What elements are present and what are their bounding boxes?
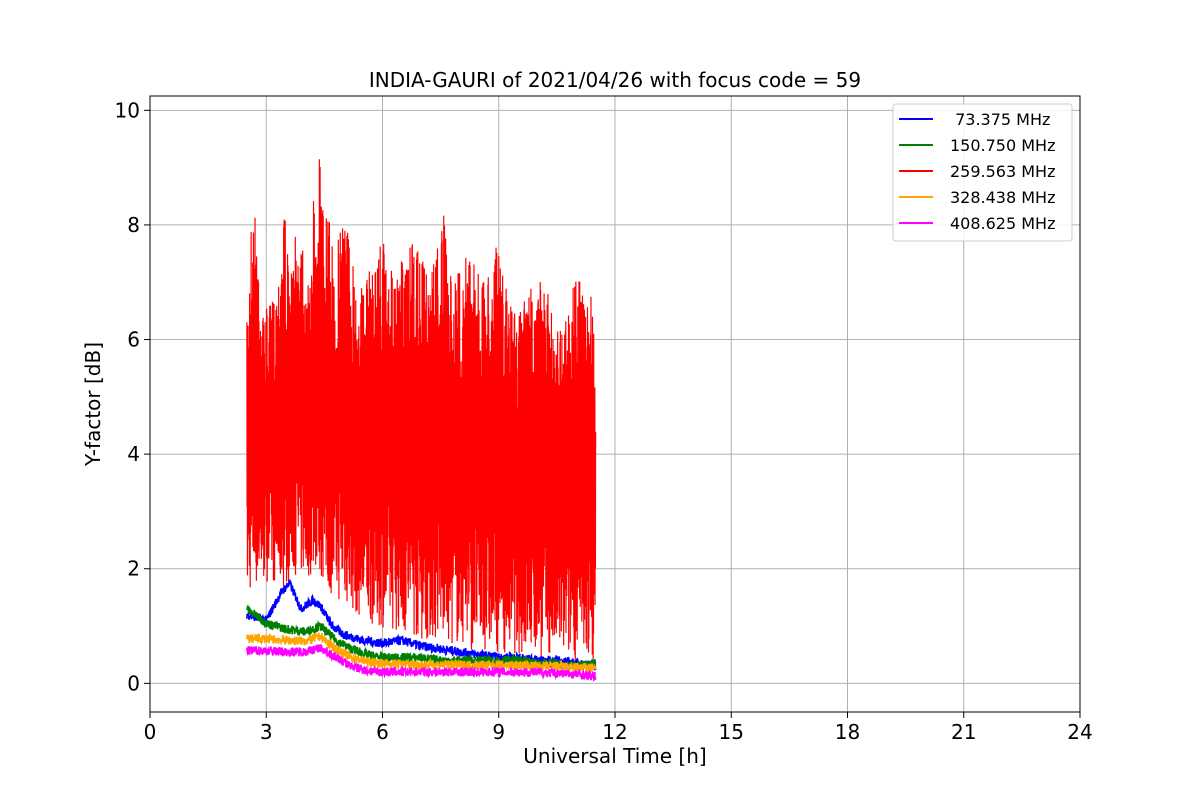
y-axis-label: Y-factor [dB]	[81, 342, 105, 467]
legend-entry-label: 408.625 MHz	[950, 214, 1055, 233]
series-line	[246, 644, 597, 682]
x-tick-label: 0	[144, 720, 157, 744]
x-axis-label: Universal Time [h]	[523, 744, 706, 768]
y-tick-label: 2	[127, 557, 140, 581]
y-tick-label: 8	[127, 213, 140, 237]
legend: 73.375 MHz 150.750 MHz 259.563 MHz 328.438 …	[892, 103, 1073, 242]
data-layer	[246, 159, 597, 682]
legend-entry-label: 259.563 MHz	[950, 162, 1055, 181]
legend-entry-label: 73.375 MHz	[950, 110, 1050, 129]
series-line	[246, 159, 597, 663]
legend-entry-label: 150.750 MHz	[950, 136, 1055, 155]
y-tick-label: 4	[127, 442, 140, 466]
x-tick-label: 21	[951, 720, 976, 744]
x-tick-label: 24	[1067, 720, 1092, 744]
y-tick-label: 10	[115, 98, 140, 122]
x-tick-label: 6	[376, 720, 389, 744]
y-tick-label: 0	[127, 671, 140, 695]
y-tick-label: 6	[127, 328, 140, 352]
legend-entry-label: 328.438 MHz	[950, 188, 1055, 207]
x-tick-label: 12	[602, 720, 627, 744]
x-tick-label: 3	[260, 720, 273, 744]
x-tick-label: 9	[492, 720, 505, 744]
x-tick-label: 18	[835, 720, 860, 744]
x-tick-label: 15	[719, 720, 744, 744]
chart-title: INDIA-GAURI of 2021/04/26 with focus cod…	[369, 68, 861, 92]
legend-box	[892, 103, 1073, 242]
